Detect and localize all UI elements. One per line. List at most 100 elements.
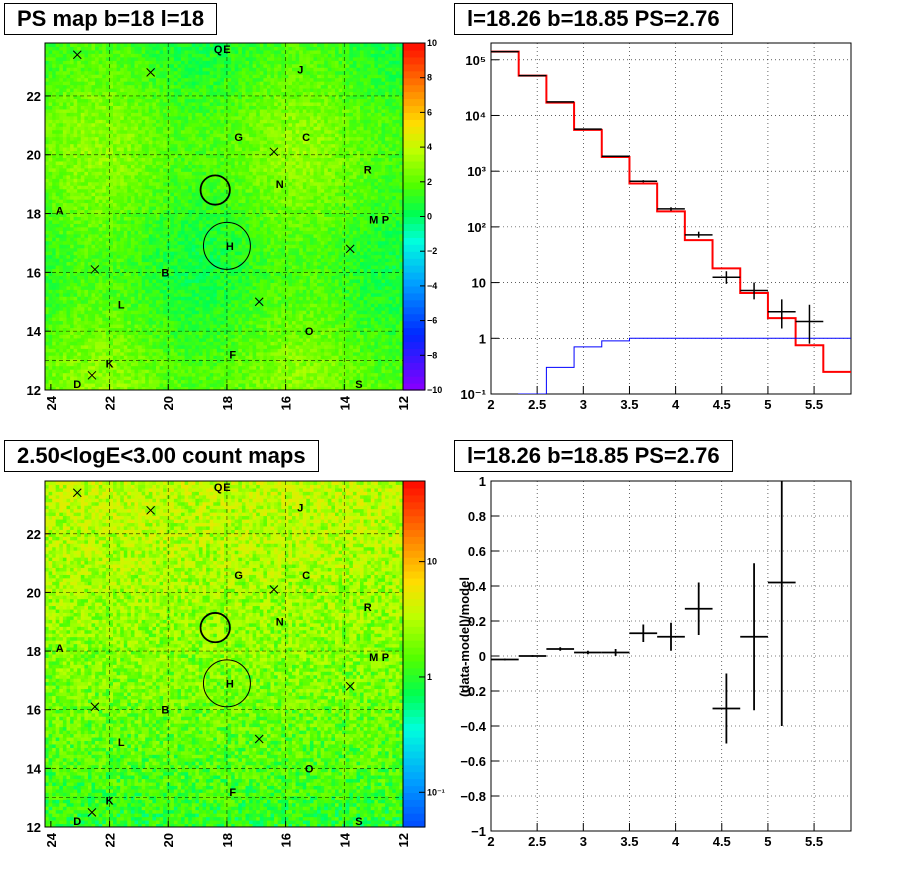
map-pixel <box>141 379 146 384</box>
map-pixel <box>80 88 85 93</box>
map-pixel <box>59 91 64 96</box>
map-pixel <box>220 209 225 214</box>
map-pixel <box>216 56 221 61</box>
map-pixel <box>105 272 110 276</box>
map-pixel <box>181 195 186 200</box>
map-pixel <box>220 77 225 82</box>
map-pixel <box>184 365 189 370</box>
map-pixel <box>127 161 132 165</box>
map-pixel <box>216 369 221 374</box>
map-pixel <box>152 81 157 86</box>
map-pixel <box>127 341 132 346</box>
map-pixel <box>216 98 221 103</box>
map-pixel <box>209 98 214 103</box>
map-pixel <box>138 348 143 353</box>
map-pixel <box>91 223 96 228</box>
map-pixel <box>202 358 207 363</box>
map-pixel <box>213 178 218 183</box>
map-pixel <box>145 261 150 266</box>
map-pixel <box>52 223 57 228</box>
map-pixel <box>184 285 189 290</box>
map-pixel <box>209 240 214 245</box>
map-pixel <box>73 240 78 245</box>
map-pixel <box>80 237 85 242</box>
map-pixel <box>206 171 211 176</box>
map-pixel <box>209 244 214 249</box>
map-pixel <box>134 220 139 224</box>
map-pixel <box>62 81 67 86</box>
map-pixel <box>66 91 71 96</box>
map-pixel <box>91 164 96 169</box>
map-pixel <box>102 372 107 377</box>
map-pixel <box>105 268 110 273</box>
map-pixel <box>120 60 125 65</box>
map-pixel <box>152 126 157 131</box>
map-pixel <box>48 115 53 120</box>
map-pixel <box>202 351 207 356</box>
map-pixel <box>113 91 118 96</box>
map-pixel <box>62 181 67 186</box>
map-pixel <box>148 147 153 152</box>
map-pixel <box>130 216 135 221</box>
map-pixel <box>80 220 85 224</box>
map-pixel <box>113 105 118 110</box>
map-pixel <box>198 226 203 231</box>
map-pixel <box>109 310 114 315</box>
map-pixel <box>156 143 161 148</box>
map-pixel <box>91 230 96 235</box>
map-pixel <box>55 56 60 61</box>
map-pixel <box>163 122 168 127</box>
map-pixel <box>152 258 157 263</box>
map-pixel <box>116 209 121 214</box>
map-pixel <box>102 195 107 200</box>
map-pixel <box>66 164 71 169</box>
map-pixel <box>88 251 93 256</box>
map-pixel <box>113 161 118 165</box>
map-pixel <box>73 230 78 235</box>
map-pixel <box>91 341 96 346</box>
map-pixel <box>84 178 89 183</box>
map-pixel <box>62 292 67 297</box>
map-pixel <box>152 216 157 221</box>
map-pixel <box>216 355 221 360</box>
map-pixel <box>209 192 214 197</box>
map-pixel <box>80 195 85 200</box>
map-pixel <box>206 126 211 131</box>
map-pixel <box>213 240 218 245</box>
map-pixel <box>145 140 150 145</box>
map-pixel <box>113 324 118 329</box>
map-pixel <box>120 351 125 356</box>
map-pixel <box>84 365 89 370</box>
map-pixel <box>156 115 161 120</box>
map-pixel <box>130 70 135 75</box>
map-pixel <box>202 171 207 176</box>
map-pixel <box>159 91 164 96</box>
map-pixel <box>188 337 193 342</box>
map-pixel <box>181 88 186 93</box>
map-pixel <box>156 351 161 356</box>
map-pixel <box>148 213 153 217</box>
map-pixel <box>156 226 161 231</box>
map-pixel <box>181 140 186 145</box>
map-pixel <box>138 60 143 65</box>
map-pixel <box>163 192 168 197</box>
map-pixel <box>148 91 153 96</box>
map-pixel <box>206 122 211 127</box>
map-pixel <box>152 140 157 145</box>
map-pixel <box>62 344 67 349</box>
map-pixel <box>88 299 93 304</box>
map-pixel <box>84 358 89 363</box>
map-pixel <box>98 147 103 152</box>
map-pixel <box>206 310 211 315</box>
map-pixel <box>55 126 60 131</box>
map-pixel <box>127 199 132 204</box>
map-pixel <box>59 223 64 228</box>
map-pixel <box>148 81 153 86</box>
map-pixel <box>173 240 178 245</box>
map-pixel <box>209 199 214 204</box>
map-pixel <box>191 386 196 391</box>
map-pixel <box>45 167 50 172</box>
map-pixel <box>55 296 60 301</box>
map-pixel <box>145 98 150 103</box>
map-pixel <box>202 157 207 162</box>
